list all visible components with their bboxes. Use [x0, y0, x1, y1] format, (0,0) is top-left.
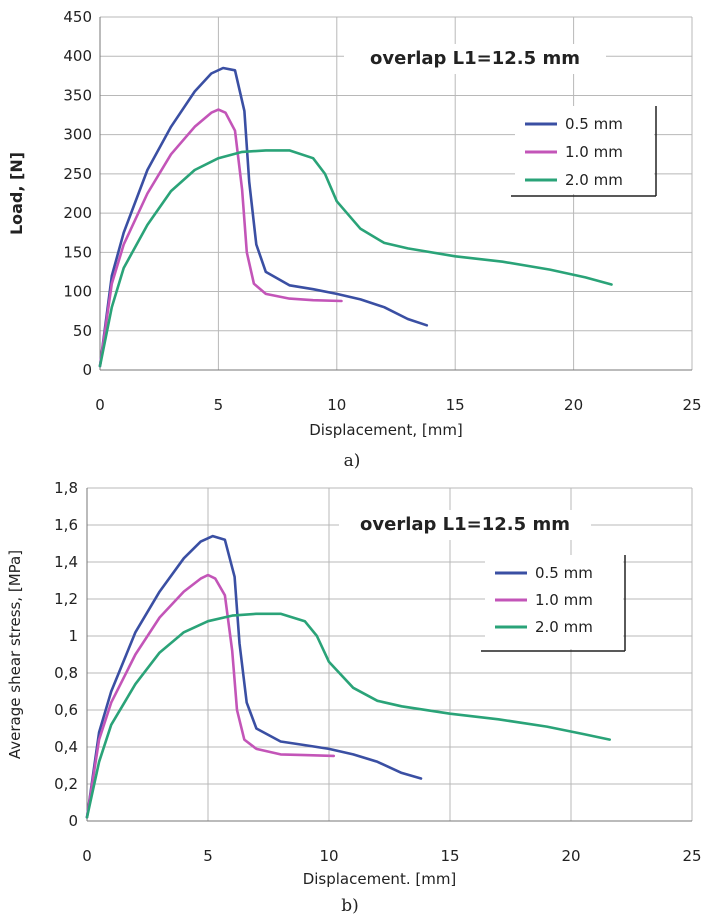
annotation-text: overlap L1=12.5 mm [370, 48, 580, 69]
x-tick-label: 5 [214, 396, 224, 414]
y-tick-label: 150 [63, 243, 92, 261]
y-tick-label: 1,8 [54, 479, 78, 497]
legend-label: 1.0 mm [565, 143, 623, 161]
y-tick-label: 300 [63, 126, 92, 144]
x-tick-label: 10 [319, 847, 338, 865]
x-tick-label: 20 [561, 847, 580, 865]
series-line-0-5-mm [85, 534, 423, 819]
y-axis-title: Load, [N] [7, 152, 26, 235]
x-tick-label: 15 [440, 847, 459, 865]
x-axis-title: Displacement. [mm] [303, 870, 457, 888]
series-line-2-0-mm [98, 149, 613, 368]
chart-a: 0 50 100 150 200 250 300 350 400 450 0 5 10 15 20 25 Dis… [7, 8, 702, 471]
series-line-1-0-mm [85, 573, 336, 819]
y-tick-label: 50 [73, 322, 92, 340]
legend-label: 0.5 mm [535, 564, 593, 582]
y-tick-label: 250 [63, 165, 92, 183]
y-tick-label: 0 [82, 361, 92, 379]
y-tick-label: 400 [63, 47, 92, 65]
y-tick-label: 1,2 [54, 590, 78, 608]
annotation-background [339, 510, 591, 540]
annotation-text: overlap L1=12.5 mm [360, 514, 570, 535]
x-tick-label: 0 [95, 396, 105, 414]
legend-label: 1.0 mm [535, 591, 593, 609]
x-tick-label: 10 [327, 396, 346, 414]
x-tick-label: 0 [82, 847, 92, 865]
x-tick-label: 25 [682, 847, 701, 865]
y-tick-label: 1,4 [54, 553, 78, 571]
figure-caption: a) [344, 451, 361, 471]
x-tick-label: 25 [682, 396, 701, 414]
chart-b: 0 0,2 0,4 0,6 0,8 1 1,2 1,4 1,6 1,8 0 5 10 15 20 25 Disp… [6, 479, 702, 915]
y-tick-label: 0,2 [54, 775, 78, 793]
y-tick-label: 0 [68, 812, 78, 830]
x-axis-title: Displacement, [mm] [309, 421, 463, 439]
legend-label: 0.5 mm [565, 115, 623, 133]
series-line-1-0-mm [98, 108, 343, 368]
y-tick-label: 0,8 [54, 664, 78, 682]
x-tick-label: 5 [203, 847, 213, 865]
y-tick-label: 0,4 [54, 738, 78, 756]
y-tick-label: 350 [63, 86, 92, 104]
legend-label: 2.0 mm [565, 171, 623, 189]
annotation-background [344, 44, 606, 74]
y-tick-label: 450 [63, 8, 92, 26]
x-tick-label: 20 [564, 396, 583, 414]
y-tick-label: 200 [63, 204, 92, 222]
figure-caption: b) [341, 896, 359, 915]
series-line-2-0-mm [85, 612, 611, 819]
series-line-0-5-mm [98, 66, 429, 368]
x-tick-label: 15 [446, 396, 465, 414]
y-axis-title: Average shear stress, [MPa] [6, 550, 24, 759]
legend-background [485, 555, 623, 649]
y-tick-label: 1 [68, 627, 78, 645]
y-tick-label: 1,6 [54, 516, 78, 534]
y-tick-label: 0,6 [54, 701, 78, 719]
y-tick-label: 100 [63, 283, 92, 301]
legend-label: 2.0 mm [535, 618, 593, 636]
